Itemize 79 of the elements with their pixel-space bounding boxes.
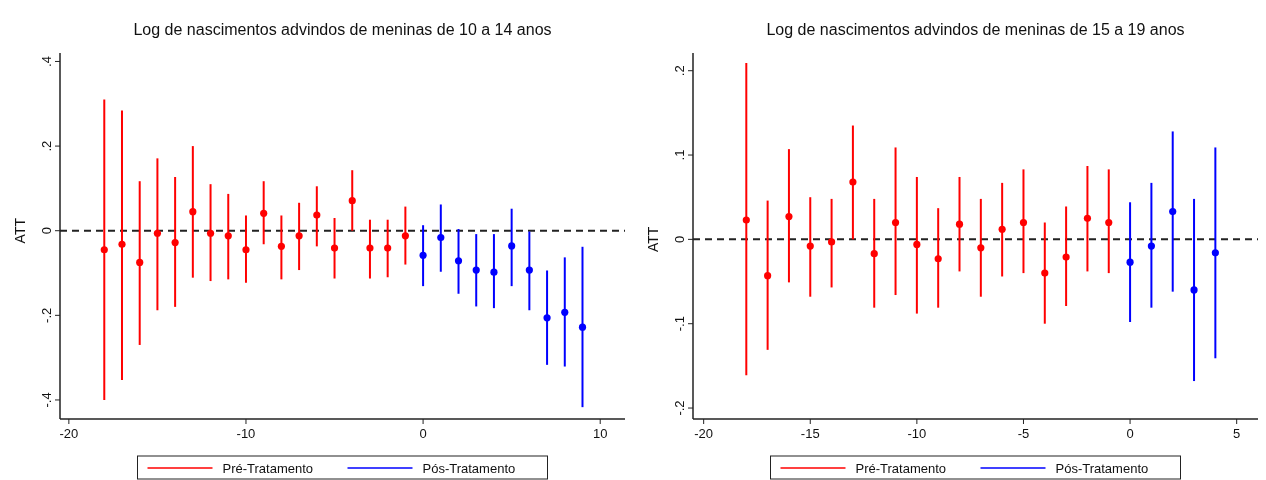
point — [1105, 218, 1113, 227]
x-tick-label: -20 — [694, 426, 714, 441]
y-axis-title: ATT — [12, 217, 28, 244]
point — [348, 197, 356, 205]
y-tick-label: 0 — [672, 235, 687, 243]
legend-label: Pós-Tratamento — [1055, 461, 1149, 476]
y-tick-label: -.1 — [672, 316, 687, 332]
point — [401, 232, 409, 240]
x-tick-label: 0 — [419, 426, 427, 441]
x-tick-label: -5 — [1017, 426, 1030, 441]
point — [1169, 207, 1177, 216]
y-tick-label: -.2 — [39, 307, 54, 323]
y-tick-label: .1 — [672, 149, 687, 161]
chart-title: Log de nascimentos advindos de meninas de 15 a 19 anos — [766, 21, 1185, 38]
point — [742, 216, 750, 224]
point — [136, 258, 144, 267]
point — [242, 246, 250, 254]
x-tick-label: 0 — [1126, 426, 1134, 441]
point — [260, 209, 268, 217]
point — [764, 272, 772, 280]
point — [330, 244, 339, 252]
point — [849, 178, 857, 186]
point — [206, 229, 215, 237]
point — [1126, 258, 1134, 266]
x-tick-label: -20 — [59, 426, 79, 441]
point — [490, 268, 498, 276]
point — [224, 232, 232, 240]
point — [1041, 269, 1049, 277]
point — [1211, 249, 1219, 257]
point — [561, 308, 569, 316]
point — [977, 244, 985, 252]
point — [1019, 218, 1028, 227]
x-tick-label: -15 — [800, 426, 820, 441]
point — [578, 323, 587, 331]
y-tick-label: .2 — [672, 65, 687, 77]
x-tick-label: 10 — [592, 426, 608, 441]
point — [437, 233, 445, 242]
point — [827, 238, 836, 246]
point — [100, 246, 108, 254]
y-tick-label: .4 — [39, 56, 54, 67]
y-axis-title: ATT — [645, 226, 661, 253]
y-tick-label: -.4 — [39, 392, 54, 408]
point — [870, 250, 878, 258]
y-tick-label: -.2 — [672, 400, 687, 416]
point — [508, 242, 516, 250]
point — [1190, 286, 1198, 294]
x-tick-label: 5 — [1233, 426, 1241, 441]
point — [785, 213, 793, 221]
point — [543, 314, 551, 322]
point — [891, 218, 900, 227]
x-tick-label: -10 — [236, 426, 256, 441]
point — [295, 232, 303, 240]
point — [1062, 253, 1070, 261]
chart-title: Log de nascimentos advindos de meninas de 10 a 14 anos — [133, 21, 552, 38]
legend-label: Pós-Tratamento — [422, 461, 516, 476]
point — [1083, 214, 1092, 222]
point — [998, 225, 1006, 233]
point — [934, 255, 942, 263]
y-tick-label: 0 — [39, 227, 54, 235]
point — [153, 229, 162, 237]
point — [277, 242, 285, 250]
point — [525, 266, 533, 274]
point — [189, 208, 197, 216]
point — [454, 257, 463, 265]
point — [313, 211, 321, 219]
x-tick-label: -10 — [907, 426, 927, 441]
point — [806, 242, 814, 250]
point — [955, 220, 964, 228]
point — [1147, 242, 1155, 250]
point — [366, 244, 374, 252]
point — [472, 266, 480, 274]
point — [913, 240, 921, 249]
legend-label: Pré-Tratamento — [855, 461, 947, 476]
point — [118, 240, 126, 248]
legend-label: Pré-Tratamento — [222, 461, 314, 476]
y-tick-label: .2 — [39, 140, 54, 152]
point — [384, 244, 392, 252]
point — [171, 238, 179, 247]
point — [419, 251, 427, 259]
